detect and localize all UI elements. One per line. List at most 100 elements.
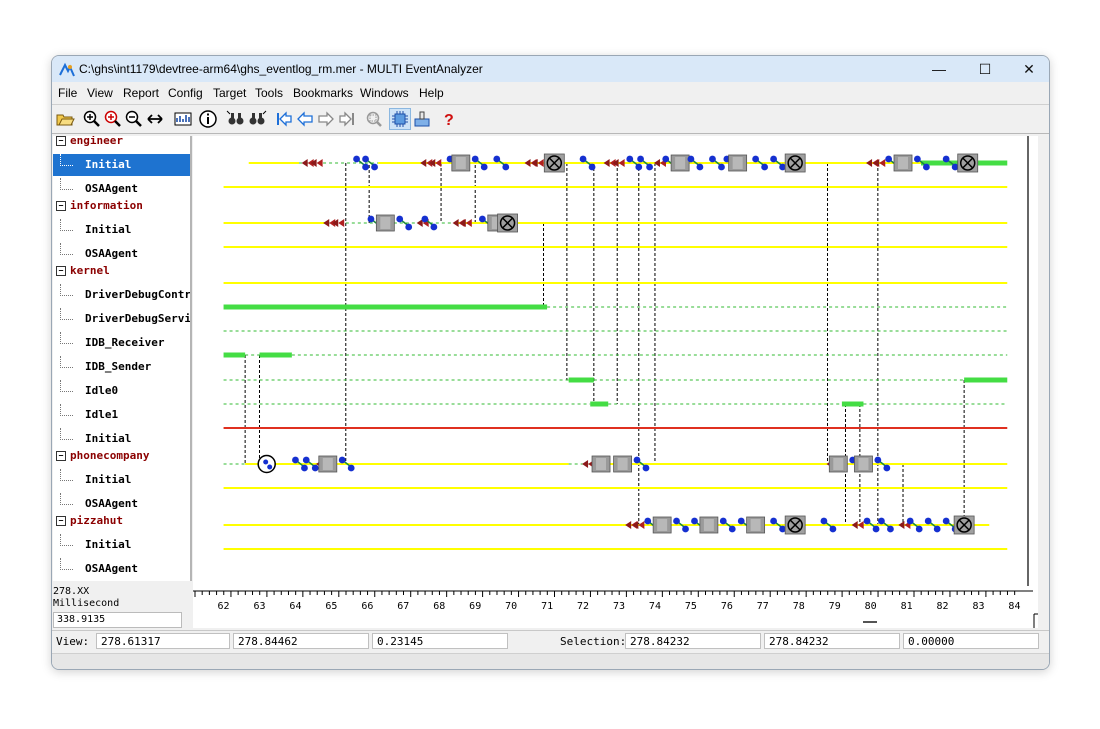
tree-item-initial[interactable]: Initial [53,534,190,556]
menu-file[interactable]: File [58,86,78,100]
menu-windows[interactable]: Windows [360,86,409,100]
minimize-button[interactable]: — [932,61,946,77]
tree-item-label: Initial [85,223,132,236]
axis-tick-label: 78 [793,601,805,612]
menu-view[interactable]: View [87,86,113,100]
event-triangle [653,159,660,167]
tree-group-label: kernel [70,264,110,277]
back-icon[interactable] [295,109,315,129]
event-xbox-cross [789,519,801,531]
find-forward-icon[interactable] [247,109,267,129]
pin-icon[interactable] [412,109,432,129]
fit-width-icon[interactable] [145,109,165,129]
tree-item-initial[interactable]: Initial [53,428,190,450]
zoom-in-icon[interactable] [82,109,102,129]
cpu-icon[interactable] [389,108,411,130]
axis-tick-label: 67 [397,601,409,612]
zoom-out-icon[interactable] [124,109,144,129]
tree-item-idle1[interactable]: Idle1 [53,404,190,426]
event-triangle [301,159,308,167]
menu-tools[interactable]: Tools [255,86,284,100]
event-triangle [452,219,459,227]
event-dot [367,215,375,223]
axis-tick-label: 71 [541,601,553,612]
tree-item-osaagent[interactable]: OSAAgent [53,243,190,265]
tree-item-label: OSAAgent [85,182,138,195]
view-end-field: 278.84462 [233,633,369,649]
svg-text:?: ? [444,112,454,129]
tree-group-engineer[interactable]: − engineer [56,136,123,148]
tree-item-osaagent[interactable]: OSAAgent [53,178,190,200]
menu-bookmarks[interactable]: Bookmarks [293,86,354,100]
axis-unit: Millisecond [53,598,120,609]
event-dot [779,525,786,533]
selection-label: Selection: [560,635,627,648]
collapse-icon[interactable]: − [56,201,66,211]
go-end-icon[interactable] [337,109,357,129]
tree-group-pizzahut[interactable]: − pizzahut [56,514,123,528]
event-box-inner [322,458,333,470]
tree-item-osaagent[interactable]: OSAAgent [53,493,190,515]
event-box-inner [750,519,761,531]
tree-item-initial[interactable]: Initial [53,154,190,176]
tree-group-phonecompany[interactable]: − phonecompany [56,449,149,463]
menu-help[interactable]: Help [419,86,444,100]
tree-item-label: OSAAgent [85,497,138,510]
menu-config[interactable]: Config [168,86,203,100]
event-triangle [873,159,880,167]
tree-item-osaagent[interactable]: OSAAgent [53,558,190,580]
event-box-inner [596,458,607,470]
event-box-inner [380,217,391,229]
tree-connector [60,380,73,392]
tree-item-idle0[interactable]: Idle0 [53,380,190,402]
tree-item-label: OSAAgent [85,562,138,575]
forward-icon[interactable] [316,109,336,129]
axis-tick-label: 79 [829,601,841,612]
event-box-inner [657,519,668,531]
tree-item-initial[interactable]: Initial [53,469,190,491]
event-triangle [898,521,905,529]
zoom-target-icon[interactable] [103,109,123,129]
chart-icon[interactable] [173,109,193,129]
zoom-region-icon[interactable] [364,109,384,129]
event-dot [719,517,727,525]
event-box-inner [833,458,844,470]
tree-item-driverdebugcontr[interactable]: DriverDebugContr [53,284,190,306]
tree-group-kernel[interactable]: − kernel [56,264,110,278]
window-title: C:\ghs\int1179\devtree-arm64\ghs_eventlo… [79,62,483,76]
help-icon[interactable]: ? [438,109,458,129]
collapse-icon[interactable]: − [56,136,66,146]
event-timeline[interactable]: 62 63 64 65 66 67 68 69 70 71 72 73 74 75 76 77 78 79 80 81… [193,136,1038,628]
event-dot [687,155,695,163]
event-dot [478,215,486,223]
info-icon[interactable] [198,109,218,129]
open-icon[interactable] [55,109,75,129]
event-xbox-ring [546,155,563,171]
close-button[interactable]: ✕ [1023,60,1035,77]
tree-item-initial[interactable]: Initial [53,219,190,241]
menu-report[interactable]: Report [123,86,160,100]
tree-item-idb-sender[interactable]: IDB_Sender [53,356,190,378]
collapse-icon[interactable]: − [56,451,66,461]
menu-target[interactable]: Target [213,86,247,100]
tree-item-driverdebugservi[interactable]: DriverDebugServi [53,308,190,330]
event-dot [728,525,736,533]
tree-connector [60,154,73,166]
event-dot [362,155,369,163]
tree-item-idb-receiver[interactable]: IDB_Receiver [53,332,190,354]
event-dot [626,155,634,163]
tree-connector [60,534,73,546]
event-dot [302,456,310,464]
collapse-icon[interactable]: − [56,266,66,276]
axis-tick-label: 73 [613,601,625,612]
event-triangle [582,460,589,468]
go-start-icon[interactable] [274,109,294,129]
event-dot [579,155,587,163]
cursor-time-field[interactable]: 338.9135 [53,612,182,628]
find-back-icon[interactable] [226,109,246,129]
maximize-button[interactable]: ☐ [978,60,992,77]
tree-connector [60,332,73,344]
tree-group-information[interactable]: − information [56,199,143,213]
collapse-icon[interactable]: − [56,516,66,526]
event-triangle [459,219,466,227]
